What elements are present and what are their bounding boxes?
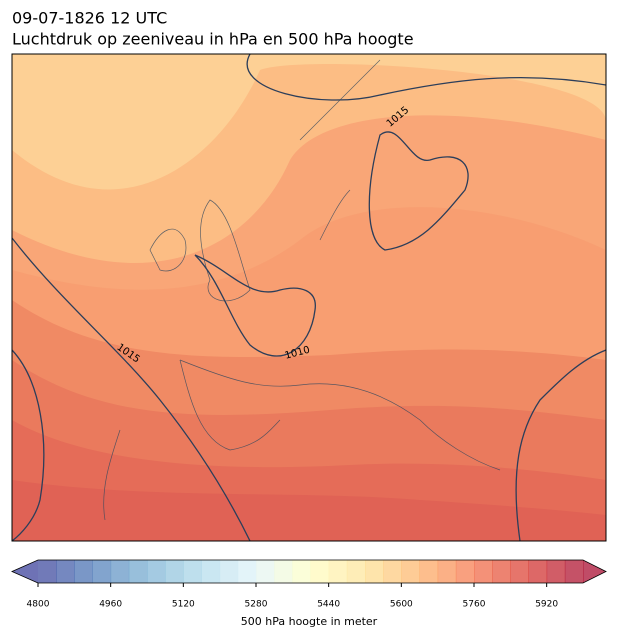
colorbar-tick-label: 4800 <box>27 600 50 610</box>
title: 09-07-1826 12 UTC <box>12 9 167 28</box>
colorbar-cell <box>492 560 511 583</box>
colorbar-cell <box>219 560 239 583</box>
colorbar-tick-label: 5440 <box>317 600 340 610</box>
colorbar-cell <box>38 560 57 583</box>
colorbar-cell <box>165 560 184 583</box>
colorbar-tick-label: 5920 <box>535 600 558 610</box>
colorbar: 4800 4960 5120 5280 5440 5600 5760 5920 <box>11 559 607 610</box>
colorbar-cell <box>328 560 348 583</box>
colorbar-tick-label: 5120 <box>172 600 195 610</box>
colorbar-cell <box>546 560 566 583</box>
colorbar-tick-label: 5760 <box>463 600 486 610</box>
colorbar-cell <box>346 560 366 583</box>
colorbar-cell <box>419 560 439 583</box>
colorbar-tick-label: 4960 <box>99 600 122 610</box>
subtitle: Luchtdruk op zeeniveau in hPa en 500 hPa… <box>12 30 414 49</box>
colorbar-cell <box>437 560 457 583</box>
colorbar-cell <box>401 560 420 583</box>
map: 1015 1015 1010 <box>12 54 606 541</box>
colorbar-cell <box>292 560 311 583</box>
colorbar-cell <box>383 560 402 583</box>
colorbar-cell <box>310 560 330 583</box>
colorbar-cell <box>74 560 93 583</box>
colorbar-extend-high <box>583 560 606 583</box>
colorbar-cell <box>56 560 75 583</box>
colorbar-cell <box>528 560 548 583</box>
colorbar-cell <box>237 560 257 583</box>
colorbar-cell <box>183 560 202 583</box>
colorbar-cell <box>128 560 148 583</box>
colorbar-label: 500 hPa hoogte in meter <box>241 615 378 628</box>
colorbar-tick-label: 5280 <box>245 600 268 610</box>
colorbar-cell <box>474 560 493 583</box>
colorbar-cell <box>365 560 384 583</box>
colorbar-tick-label: 5600 <box>390 600 413 610</box>
colorbar-cell <box>274 560 293 583</box>
colorbar-cell <box>92 560 112 583</box>
map-frame <box>11 53 607 542</box>
colorbar-cell <box>564 560 584 583</box>
colorbar-cell <box>455 560 475 583</box>
colorbar-cell <box>110 560 130 583</box>
colorbar-cell <box>147 560 166 583</box>
colorbar-cell <box>510 560 529 583</box>
colorbar-cell <box>201 560 221 583</box>
colorbar-extend-low <box>12 560 38 583</box>
colorbar-cell <box>256 560 275 583</box>
